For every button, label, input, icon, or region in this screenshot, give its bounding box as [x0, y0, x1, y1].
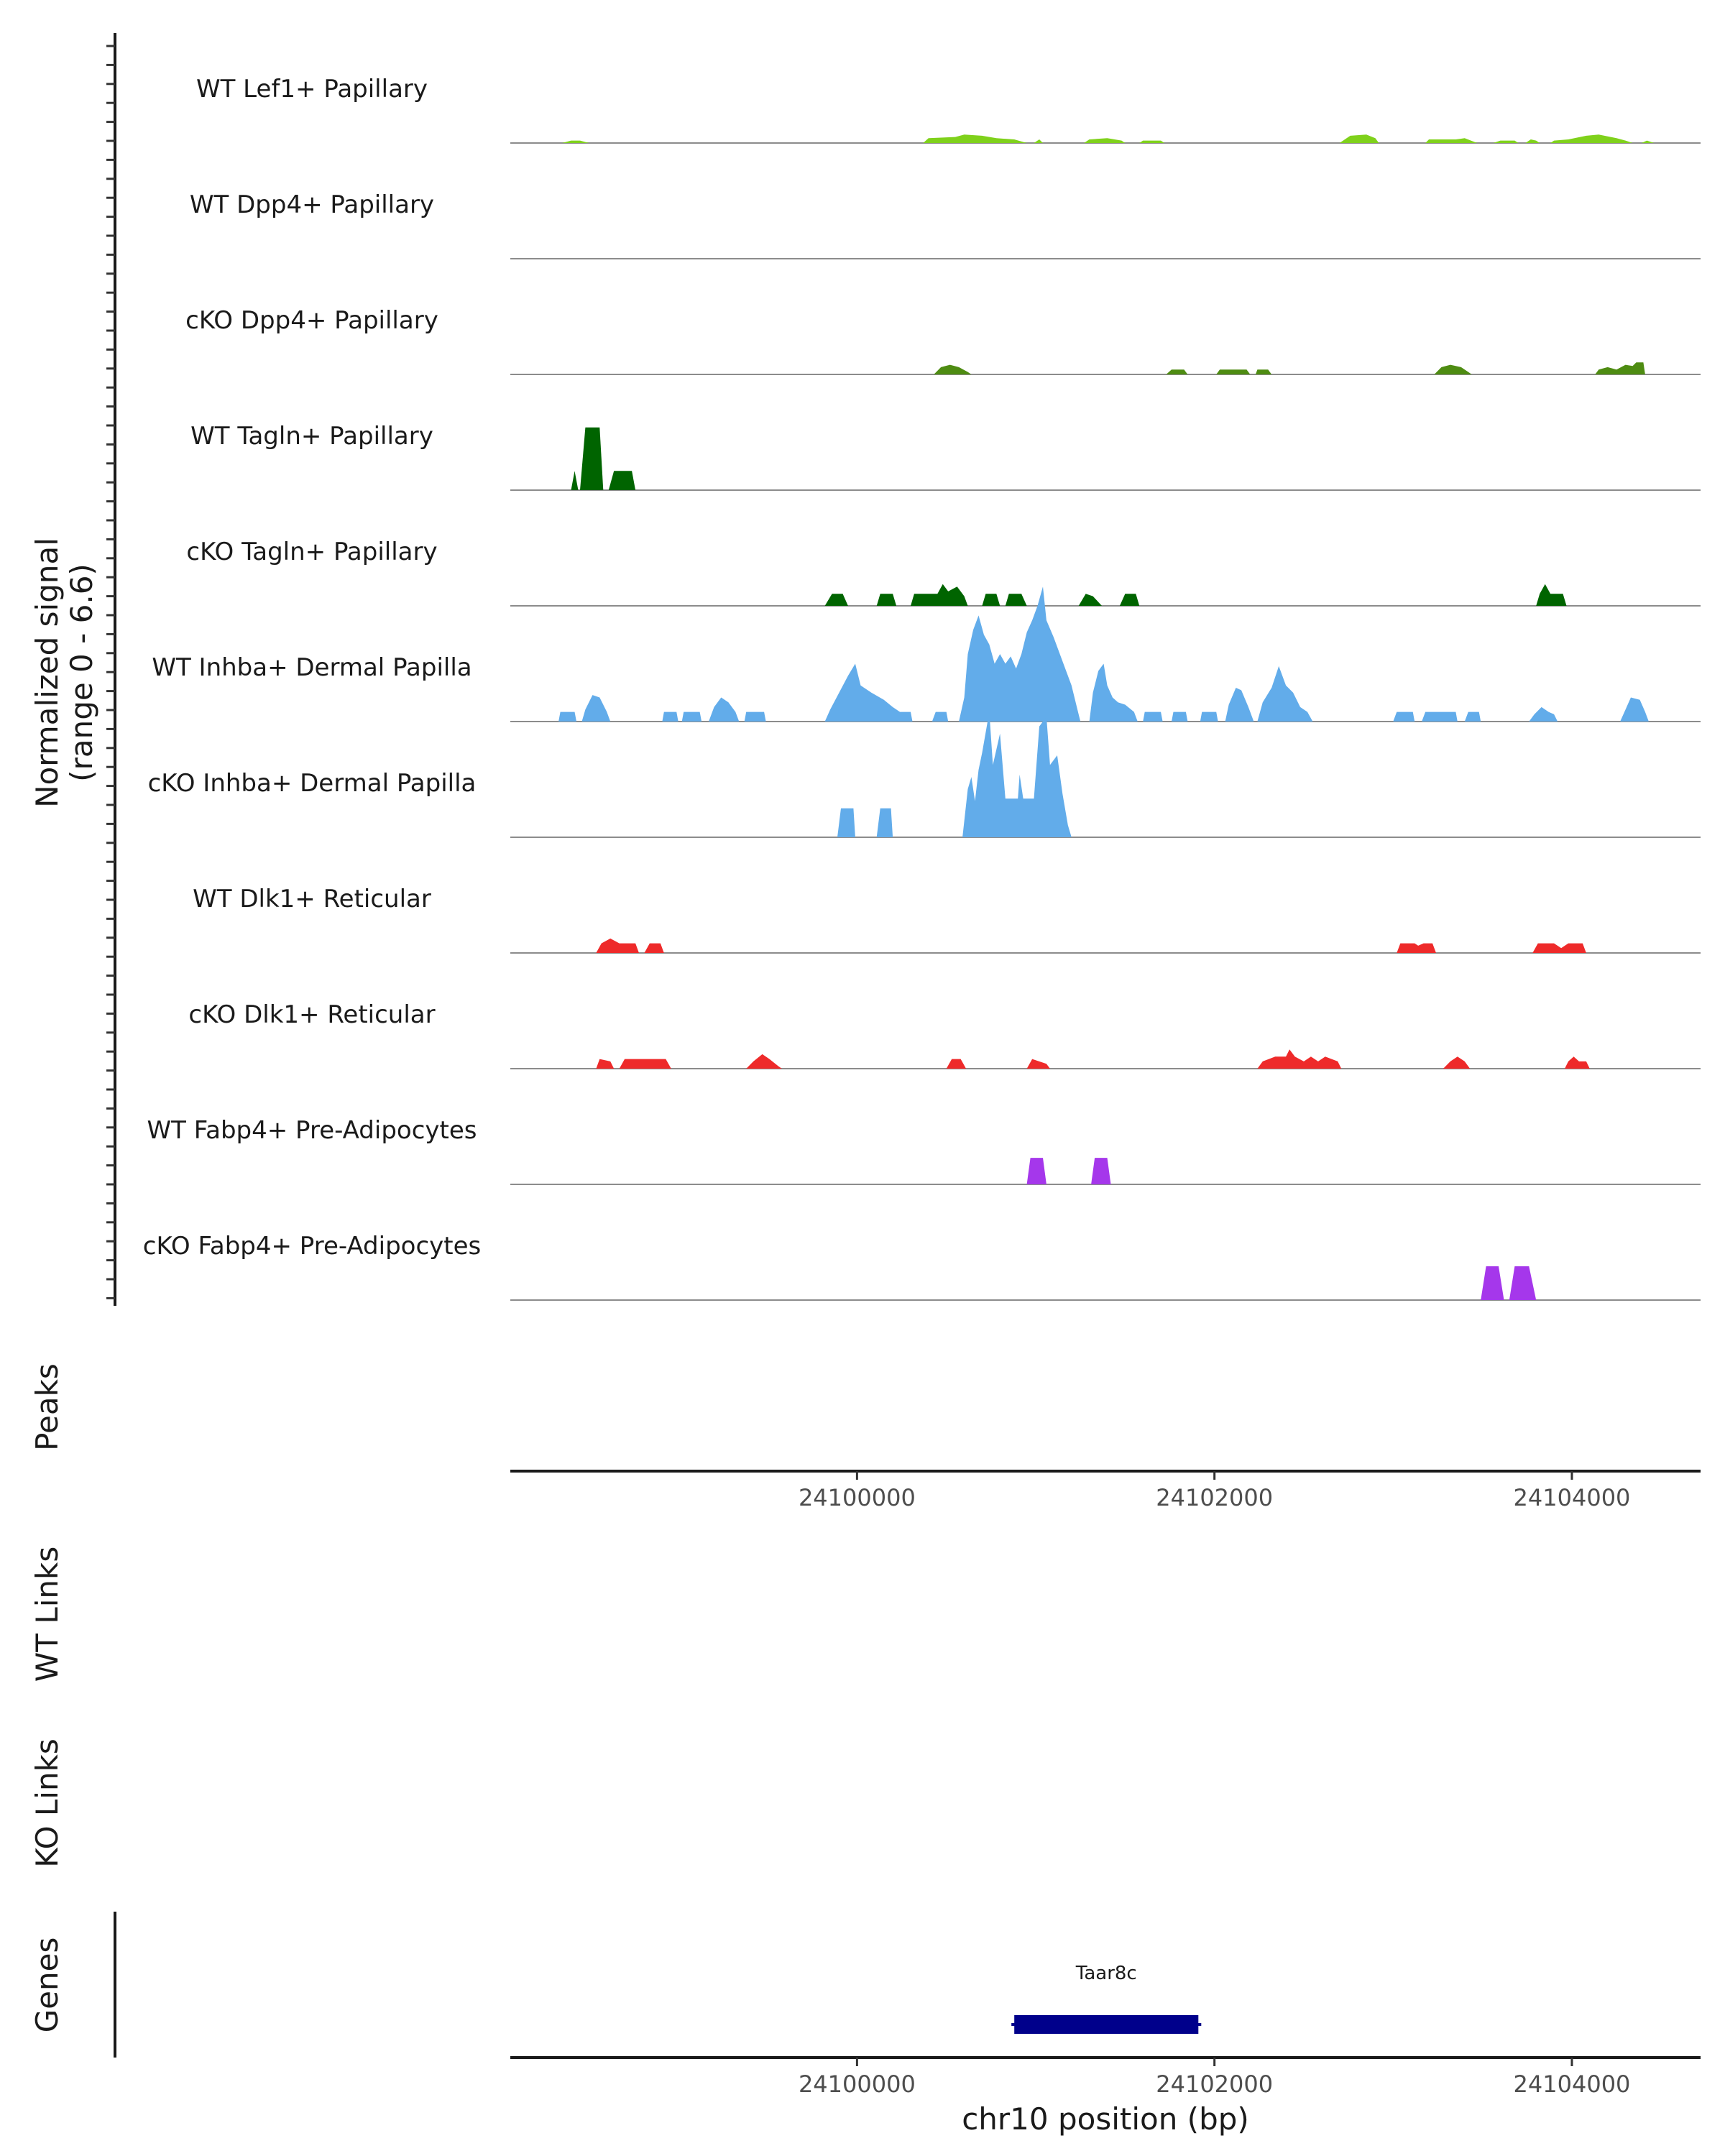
coverage-area [1509, 1266, 1537, 1300]
genes-panel: Taar8c [114, 1912, 1202, 2058]
coverage-area [1166, 369, 1188, 374]
coverage-area [709, 697, 740, 722]
coverage-area [1536, 584, 1567, 606]
x-tick-label: 24102000 [1156, 2070, 1273, 2098]
coverage-area [746, 1054, 782, 1069]
track-label: cKO Tagln+ Papillary [186, 538, 437, 566]
coverage-area [571, 471, 579, 490]
x-tick-label: 24100000 [799, 2070, 916, 2098]
coverage-area [562, 140, 589, 143]
coverage-area [619, 1059, 671, 1069]
coverage-area [1443, 1056, 1471, 1069]
coverage-area [1481, 1266, 1504, 1300]
coverage-area [1034, 139, 1043, 143]
coverage-area [911, 584, 968, 606]
coverage-area [1393, 711, 1415, 722]
coverage-area [1257, 665, 1313, 722]
coverage-area [1595, 362, 1645, 374]
ko-links-panel-label: KO Links [29, 1738, 65, 1868]
coverage-area [581, 695, 611, 722]
coverage-area [934, 364, 972, 374]
coverage-area [1078, 594, 1102, 606]
coverage-area [1493, 140, 1519, 143]
coverage-area [1425, 138, 1478, 143]
coverage-area [744, 711, 766, 722]
coverage-area [1565, 1056, 1590, 1069]
track-label: cKO Inhba+ Dermal Papilla [148, 769, 477, 798]
coverage-area [1139, 140, 1165, 143]
track-label: cKO Dlk1+ Reticular [188, 1000, 435, 1029]
peaks-x-axis: 24100000 24102000 24104000 [510, 1470, 1701, 1511]
genes-panel-label: Genes [29, 1938, 65, 2033]
coverage-area [1172, 711, 1188, 722]
coverage-area [580, 427, 604, 490]
coverage-area [923, 134, 1027, 143]
coverage-area [1620, 697, 1649, 722]
coverage-area [946, 1059, 967, 1069]
genes-x-axis: 24100000 24102000 24104000 [510, 2056, 1701, 2098]
coverage-area [837, 808, 855, 837]
coverage-area [982, 594, 1000, 606]
coverage-area [1119, 594, 1140, 606]
coverage-area [876, 594, 897, 606]
coverage-area [644, 943, 664, 953]
track-label: WT Inhba+ Dermal Papilla [152, 653, 472, 682]
coverage-area [1005, 594, 1027, 606]
wt-links-panel-label: WT Links [29, 1547, 65, 1682]
coverage-area [1255, 369, 1272, 374]
coverage-area [681, 711, 702, 722]
coverage-area [1091, 1158, 1111, 1184]
coverage-area [1550, 134, 1633, 143]
coverage-area [1084, 138, 1126, 143]
track-label: WT Lef1+ Papillary [196, 75, 428, 103]
track-label: WT Dlk1+ Reticular [193, 885, 431, 913]
coverage-area [1143, 711, 1163, 722]
coverage-area [1339, 134, 1379, 143]
coverage-area [1525, 139, 1540, 143]
coverage-area [1216, 369, 1251, 374]
coverage-area [824, 594, 848, 606]
track-label: cKO Dpp4+ Papillary [185, 306, 438, 335]
coverage-area [1532, 943, 1586, 953]
coverage-area [1200, 711, 1218, 722]
coverage-area [1641, 140, 1655, 143]
coverage-area [824, 663, 913, 722]
peaks-panel-label: Peaks [29, 1363, 65, 1451]
coverage-area [662, 711, 678, 722]
track-label: cKO Fabp4+ Pre-Adipocytes [143, 1232, 482, 1261]
x-tick-label: 24102000 [1156, 1484, 1273, 1511]
x-tick-label: 24104000 [1514, 1484, 1631, 1511]
coverage-area [1434, 364, 1472, 374]
coverage-tracks: WT Lef1+ Papillary WT Dpp4+ Papillary cKO … [143, 75, 1701, 1301]
coverage-area [608, 471, 636, 490]
coverage-area [1026, 1158, 1046, 1184]
coverage-area [1464, 711, 1481, 722]
coverage-area [1257, 1049, 1342, 1069]
signal-y-axis [106, 33, 116, 1306]
coverage-area [1089, 663, 1138, 722]
gene-label: Taar8c [1075, 1963, 1137, 1984]
track-label: WT Tagln+ Papillary [190, 422, 433, 451]
coverage-area [596, 938, 639, 953]
coverage-area [1397, 943, 1436, 953]
coverage-area [876, 808, 893, 837]
coverage-area [1529, 706, 1558, 722]
x-axis-title: chr10 position (bp) [962, 2101, 1249, 2137]
x-tick-label: 24100000 [799, 1484, 916, 1511]
coverage-area [1225, 688, 1254, 722]
track-label: WT Dpp4+ Papillary [190, 190, 434, 219]
coverage-area [962, 711, 1072, 837]
y-axis-title: Normalized signal [29, 538, 65, 808]
coverage-area [596, 1059, 615, 1069]
track-label: WT Fabp4+ Pre-Adipocytes [147, 1116, 477, 1145]
coverage-area [1026, 1059, 1050, 1069]
y-axis-subtitle: (range 0 - 6.6) [64, 563, 99, 782]
coverage-area [932, 711, 949, 722]
coverage-area [1422, 711, 1458, 722]
coverage-area [558, 711, 576, 722]
coverage-area [959, 586, 1081, 722]
x-tick-label: 24104000 [1514, 2070, 1631, 2098]
